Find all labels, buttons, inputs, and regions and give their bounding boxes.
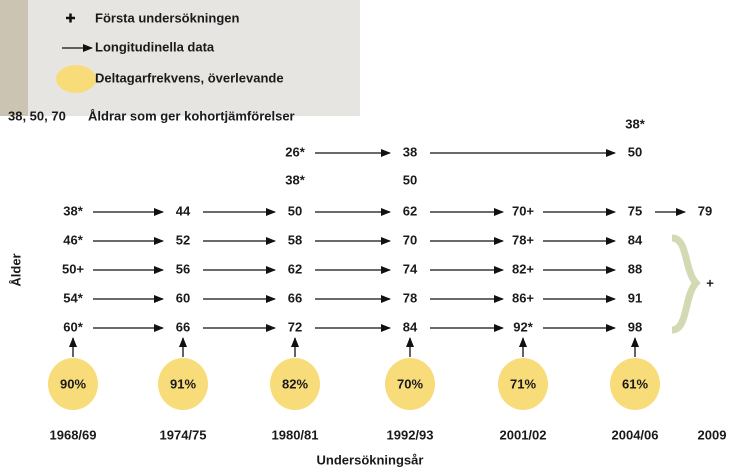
year-label: 1974/75 (160, 427, 207, 442)
legend-longitudinal: Longitudinella data (95, 39, 215, 54)
age-cell: 52 (176, 232, 190, 247)
age-cell: 66 (288, 290, 302, 305)
participation-label: 61% (622, 376, 648, 391)
year-label: 2004/06 (612, 427, 659, 442)
age-cell: 50 (288, 203, 302, 218)
age-cell: 78+ (512, 232, 534, 247)
bracket-label: + (706, 275, 714, 290)
age-cell: 79 (698, 203, 712, 218)
age-cell: 70+ (512, 203, 534, 218)
participation-label: 91% (170, 376, 196, 391)
age-cell: 50 (628, 144, 642, 159)
age-cell: 75 (628, 203, 642, 218)
age-cell: 44 (176, 203, 191, 218)
legend-circle (56, 65, 96, 93)
year-label: 1968/69 (50, 427, 97, 442)
participation-label: 82% (282, 376, 308, 391)
age-cell: 60* (63, 319, 83, 334)
age-cell: 82+ (512, 261, 534, 276)
participation-label: 71% (510, 376, 536, 391)
age-cell: 38* (625, 116, 645, 131)
age-cell: 66 (176, 319, 190, 334)
age-cell: 38 (403, 144, 417, 159)
year-label: 1980/81 (272, 427, 319, 442)
year-label: 2009 (698, 427, 727, 442)
year-label: 1992/93 (387, 427, 434, 442)
age-cell: 56 (176, 261, 190, 276)
participation-label: 90% (60, 376, 86, 391)
age-cell: 98 (628, 319, 642, 334)
bracket (672, 238, 696, 330)
age-cell: 58 (288, 232, 302, 247)
age-cell: 74 (403, 261, 418, 276)
age-cell: 62 (288, 261, 302, 276)
legend-participation: Deltagarfrekvens, överlevande (95, 70, 284, 85)
age-cell: 26* (285, 144, 305, 159)
age-cell: 72 (288, 319, 302, 334)
age-cell: 54* (63, 290, 83, 305)
age-cell: 38* (285, 172, 305, 187)
age-cell: 62 (403, 203, 417, 218)
age-cell: 92* (513, 319, 533, 334)
year-label: 2001/02 (500, 427, 547, 442)
age-cell: 88 (628, 261, 642, 276)
age-cell: 38* (63, 203, 83, 218)
age-cell: 91 (628, 290, 642, 305)
age-cell: 84 (628, 232, 643, 247)
participation-label: 70% (397, 376, 423, 391)
age-cell: 50 (403, 172, 417, 187)
age-cell: 50+ (62, 261, 84, 276)
age-cell: 70 (403, 232, 417, 247)
age-cell: 84 (403, 319, 418, 334)
legend-cohort-ages: 38, 50, 70 (8, 108, 66, 123)
age-cell: 60 (176, 290, 190, 305)
diagram: Första undersökningen Longitudinella dat… (0, 0, 734, 468)
age-cell: 86+ (512, 290, 534, 305)
age-cell: 78 (403, 290, 417, 305)
photo-edge (0, 0, 28, 116)
y-axis-label: Ålder (8, 253, 23, 286)
legend-first-survey: Första undersökningen (95, 10, 240, 25)
legend-cohort-text: Åldrar som ger kohortjämförelser (88, 108, 295, 123)
x-axis-label: Undersökningsår (317, 452, 424, 467)
age-cell: 46* (63, 232, 83, 247)
